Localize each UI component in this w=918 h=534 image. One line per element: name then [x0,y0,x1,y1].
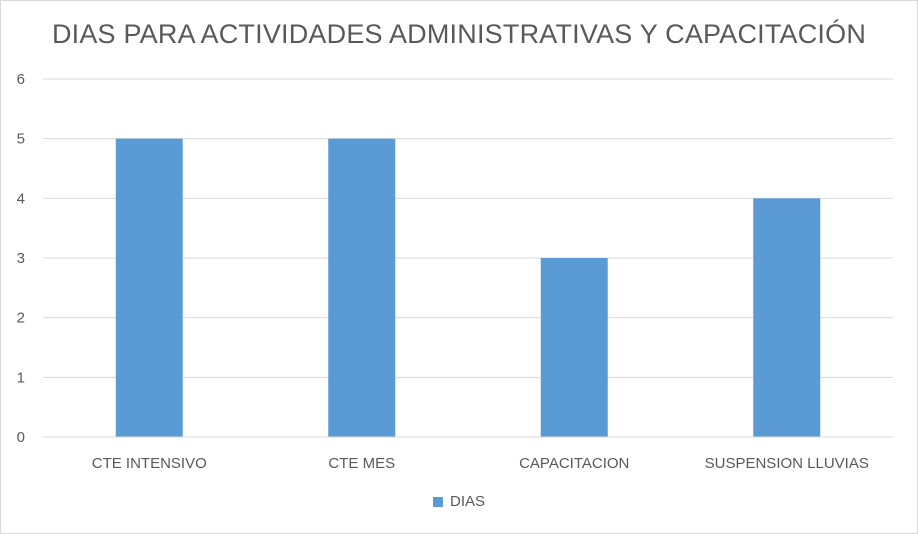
y-tick-label: 0 [17,429,25,446]
x-tick-label: SUSPENSION LLUVIAS [705,455,869,472]
y-tick-label: 3 [17,250,25,267]
legend-swatch-dias [432,496,443,507]
chart-title: DIAS PARA ACTIVIDADES ADMINISTRATIVAS Y … [51,19,867,49]
bar-capacitacion [540,258,608,437]
bar-suspension-lluvias [753,198,821,437]
x-tick-label: CAPACITACION [519,455,629,472]
y-tick-label: 1 [17,369,25,386]
y-tick-label: 5 [17,131,25,148]
legend-label-dias: DIAS [449,493,485,510]
x-tick-label: CTE MES [328,455,395,472]
y-tick-label: 6 [17,71,25,88]
chart-legend: DIAS [1,493,917,510]
x-tick-label: CTE INTENSIVO [92,455,207,472]
y-tick-label: 2 [17,310,25,327]
bar-cte-mes [328,138,396,437]
y-tick-label: 4 [17,190,25,207]
bar-cte-intensivo [115,138,183,437]
